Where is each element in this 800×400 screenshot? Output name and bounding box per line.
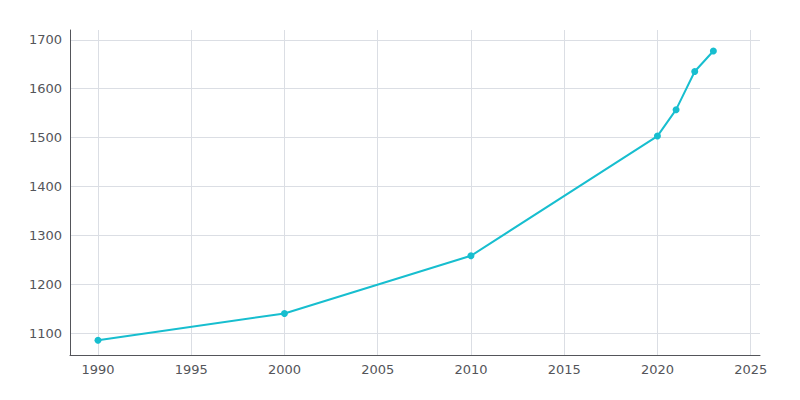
svg-text:1700: 1700	[29, 32, 62, 47]
svg-text:1990: 1990	[81, 362, 114, 377]
svg-text:1995: 1995	[175, 362, 208, 377]
svg-text:1200: 1200	[29, 277, 62, 292]
svg-text:2020: 2020	[641, 362, 674, 377]
svg-text:1300: 1300	[29, 228, 62, 243]
svg-text:2010: 2010	[454, 362, 487, 377]
svg-text:1400: 1400	[29, 179, 62, 194]
svg-text:2015: 2015	[548, 362, 581, 377]
svg-text:2000: 2000	[268, 362, 301, 377]
svg-text:1600: 1600	[29, 81, 62, 96]
svg-text:2005: 2005	[361, 362, 394, 377]
svg-text:1100: 1100	[29, 326, 62, 341]
svg-text:2025: 2025	[734, 362, 767, 377]
svg-text:1500: 1500	[29, 130, 62, 145]
